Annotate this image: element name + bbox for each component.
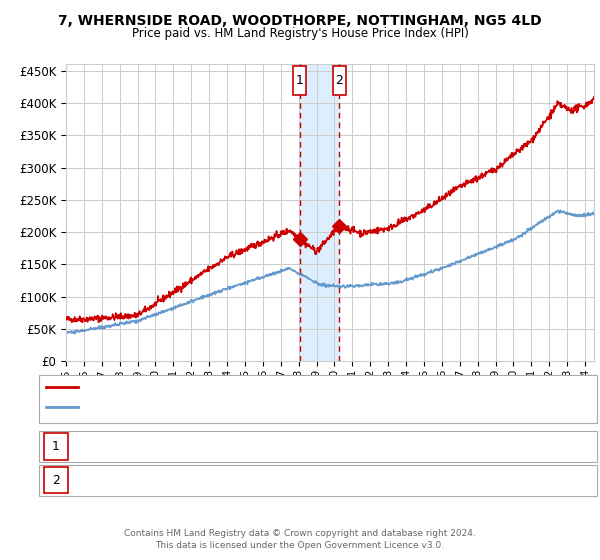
Text: This data is licensed under the Open Government Licence v3.0.: This data is licensed under the Open Gov… bbox=[155, 542, 445, 550]
Text: 08-APR-2010: 08-APR-2010 bbox=[84, 474, 160, 487]
Text: 2: 2 bbox=[52, 474, 60, 487]
Text: 42% ↑ HPI: 42% ↑ HPI bbox=[375, 440, 437, 453]
Bar bbox=[293, 66, 306, 95]
Bar bbox=[333, 66, 346, 95]
Text: HPI: Average price, semi-detached house, Gedling: HPI: Average price, semi-detached house,… bbox=[84, 403, 346, 412]
Text: 1: 1 bbox=[296, 74, 304, 87]
Text: £210,000: £210,000 bbox=[237, 474, 293, 487]
Text: Price paid vs. HM Land Registry's House Price Index (HPI): Price paid vs. HM Land Registry's House … bbox=[131, 27, 469, 40]
Text: Contains HM Land Registry data © Crown copyright and database right 2024.: Contains HM Land Registry data © Crown c… bbox=[124, 529, 476, 538]
Text: 2: 2 bbox=[335, 74, 343, 87]
Text: 23-JAN-2008: 23-JAN-2008 bbox=[84, 440, 158, 453]
Text: 7, WHERNSIDE ROAD, WOODTHORPE, NOTTINGHAM, NG5 4LD: 7, WHERNSIDE ROAD, WOODTHORPE, NOTTINGHA… bbox=[58, 14, 542, 28]
Text: £190,000: £190,000 bbox=[237, 440, 293, 453]
Text: 7, WHERNSIDE ROAD, WOODTHORPE, NOTTINGHAM, NG5 4LD (semi-detached house): 7, WHERNSIDE ROAD, WOODTHORPE, NOTTINGHA… bbox=[84, 382, 532, 391]
Bar bbox=[300, 64, 340, 361]
Text: 69% ↑ HPI: 69% ↑ HPI bbox=[375, 474, 437, 487]
Text: 1: 1 bbox=[52, 440, 60, 453]
